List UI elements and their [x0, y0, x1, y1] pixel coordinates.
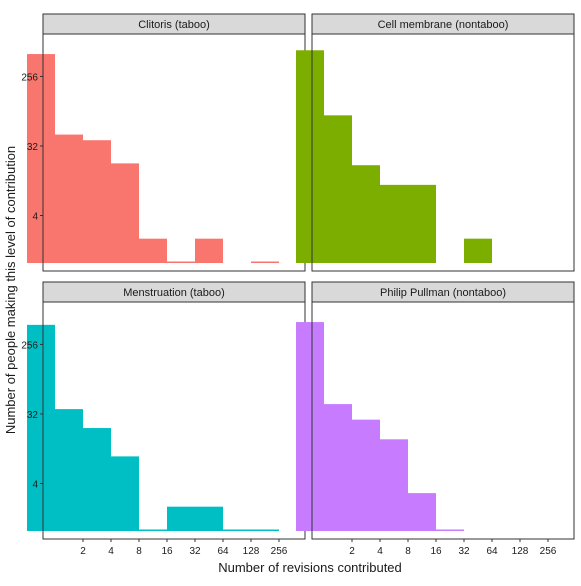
histogram-bar: [139, 238, 167, 263]
x-tick-label: 4: [108, 546, 114, 557]
x-tick-label: 16: [161, 546, 173, 557]
panel-title: Clitoris (taboo): [138, 19, 210, 31]
x-tick-label: 256: [271, 546, 288, 557]
histogram-bar: [111, 163, 139, 263]
panels-layer: Clitoris (taboo) Cell membrane (nontaboo)…: [27, 13, 575, 540]
histogram-bar: [83, 140, 111, 263]
x-tick-label: 2: [349, 546, 355, 557]
x-axis-title: Number of revisions contributed: [218, 560, 402, 575]
y-tick-label: 4: [32, 211, 38, 222]
panel-border: [311, 33, 575, 272]
histogram-bar: [55, 409, 83, 531]
histogram-bar: [111, 456, 139, 531]
panel-1: Clitoris (taboo): [27, 13, 306, 272]
histogram-bar: [167, 261, 195, 263]
panel-3: Menstruation (taboo): [27, 281, 306, 540]
histogram-bar: [27, 54, 55, 264]
panel-title: Cell membrane (nontaboo): [378, 19, 509, 31]
histogram-bar: [324, 115, 352, 263]
x-tick-label: 2: [80, 546, 86, 557]
histogram-bar: [167, 506, 223, 531]
x-tick-label: 32: [458, 546, 470, 557]
histogram-bar: [195, 238, 223, 263]
x-tick-label: 4: [377, 546, 383, 557]
panel-title: Menstruation (taboo): [123, 287, 225, 299]
histogram-bar: [436, 529, 464, 531]
x-tick-label: 128: [512, 546, 529, 557]
x-tick-label: 8: [405, 546, 411, 557]
histogram-bar: [464, 238, 492, 263]
axes-layer: 4 32 256 4 32 256 2 4 8 16 32 64 128 256 2 4 8 16 32 64 128 2…: [21, 72, 556, 557]
histogram-bar: [27, 324, 55, 531]
x-tick-label: 256: [540, 546, 557, 557]
x-tick-label: 128: [243, 546, 260, 557]
histogram-bar: [352, 165, 380, 263]
x-tick-label: 64: [217, 546, 229, 557]
histogram-bar: [223, 529, 279, 531]
y-tick-label: 32: [27, 410, 39, 421]
panel-border: [311, 301, 575, 540]
histogram-bar: [380, 439, 408, 531]
histogram-bar: [408, 493, 436, 531]
histogram-bar: [296, 322, 324, 531]
y-tick-label: 256: [21, 72, 38, 83]
panel-2: Cell membrane (nontaboo): [296, 13, 575, 272]
histogram-bar: [324, 404, 352, 531]
x-tick-label: 16: [430, 546, 442, 557]
y-tick-label: 32: [27, 142, 39, 153]
x-tick-label: 64: [486, 546, 498, 557]
y-tick-label: 256: [21, 340, 38, 351]
histogram-bar: [352, 419, 380, 531]
panel-4: Philip Pullman (nontaboo): [296, 281, 575, 540]
histogram-bar: [55, 134, 83, 263]
histogram-bar: [139, 529, 167, 531]
x-tick-label: 8: [136, 546, 142, 557]
y-axis-title: Number of people making this level of co…: [3, 146, 18, 434]
histogram-bar: [83, 428, 111, 531]
histogram-bar: [380, 184, 436, 263]
histogram-bar: [296, 50, 324, 263]
x-tick-label: 32: [189, 546, 201, 557]
y-tick-label: 4: [32, 479, 38, 490]
histogram-bar: [251, 261, 279, 263]
panel-title: Philip Pullman (nontaboo): [380, 287, 506, 299]
